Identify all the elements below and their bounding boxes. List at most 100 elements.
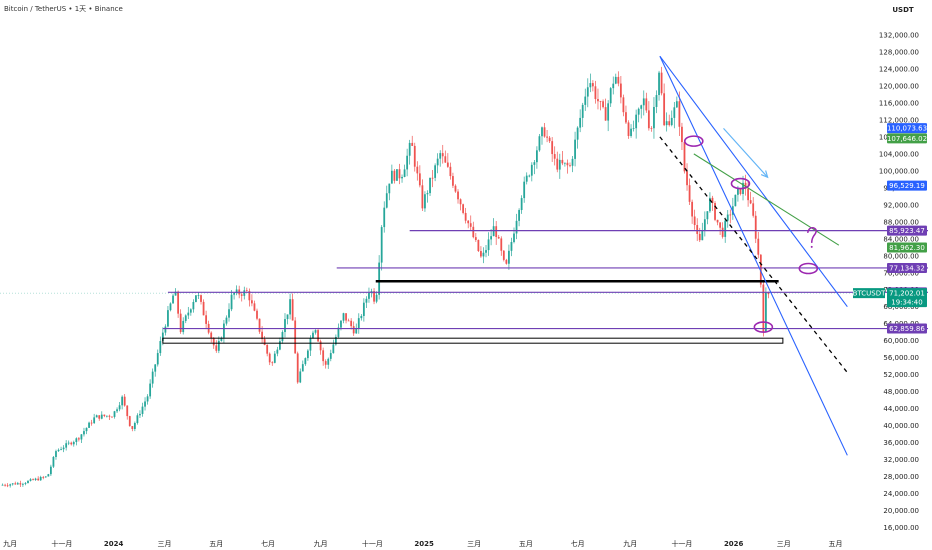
candle-body [490,236,493,240]
candle-body [146,396,149,402]
candle-body [322,350,325,362]
candle-body [734,194,737,207]
price-tags-layer: 110,073.63 107,646.02 96,529.19 85,923.47 81… [853,123,927,334]
candle-body [739,188,742,194]
candle-body [256,310,258,319]
candle-body [141,406,144,414]
candle-body [548,137,551,142]
candle-body [161,332,164,342]
price-tick-label: 56,000.00 [883,354,919,362]
candles-layer [1,66,770,488]
candle-body [319,341,322,351]
candle-body [70,442,73,445]
candle-body [474,237,477,240]
time-tick-label: 2024 [104,540,124,548]
dashed-projection-line [659,136,848,373]
candle-body [263,339,266,345]
candle-body [9,484,12,486]
candle-body [294,320,297,354]
candle-body [230,294,233,310]
candle-body [77,438,80,440]
candle-body [378,262,381,295]
annotations-layer [684,127,819,333]
candle-body [408,142,411,156]
candle-body [347,320,350,322]
price-tick-label: 20,000.00 [883,507,919,515]
time-tick-label: 三月 [467,540,481,548]
candle-body [268,353,271,363]
candle-body [663,93,666,126]
candle-body [591,83,594,87]
candle-body [563,162,566,164]
price-tick-label: 60,000.00 [883,337,919,345]
candle-body [60,449,62,451]
candle-body [413,145,416,167]
candle-body [653,106,655,129]
candle-body [200,295,202,302]
candle-body [421,185,424,209]
candle-body [368,293,370,299]
candle-body [429,177,431,194]
candle-body [584,96,587,105]
price-tick-label: 92,000.00 [883,201,919,209]
price-tag-box [887,262,927,273]
candle-body [632,128,635,130]
price-tick-label: 104,000.00 [879,150,919,158]
candle-body [240,294,243,296]
candle-body [111,416,113,418]
candle-body [464,212,467,221]
candle-body [508,250,510,264]
candle-body [156,353,159,365]
candle-body [324,361,327,365]
candle-body [597,99,599,102]
candle-body [52,456,55,467]
candle-body [569,165,571,167]
candle-body [398,169,401,179]
candle-body [406,155,409,170]
price-tick-label: 120,000.00 [879,82,919,90]
candle-body [299,371,302,383]
candle-body [34,478,37,481]
candle-body [312,332,314,339]
candle-body [576,127,579,140]
candle-body [44,476,47,478]
candle-body [703,219,706,231]
time-tick-label: 三月 [158,540,172,548]
candle-body [253,303,256,311]
candle-body [530,164,533,176]
highlight-ellipse [730,177,751,190]
time-axis[interactable]: 九月 十一月 2024 三月 五月 七月 九月 十一月 2025 三月 五月 七月 九月 十一月 2026 三… [3,539,842,548]
candle-body [380,227,383,263]
time-tick-label: 五月 [828,540,842,548]
symbol-tag-box [853,288,885,299]
currency-unit-label: USDT [892,6,914,14]
candle-body [655,95,658,107]
price-tick-label: 80,000.00 [883,252,919,260]
candle-body [37,478,40,481]
candle-body [128,416,131,427]
candle-body [304,358,307,365]
candle-body [693,216,696,226]
candle-body [177,291,180,314]
candle-body [396,169,398,181]
candle-body [571,158,574,166]
candle-body [334,336,337,345]
price-axis[interactable]: 16,000.00 20,000.00 24,000.00 28,000.00 32,0… [879,31,919,532]
candle-body [452,176,454,186]
candle-body [327,358,330,365]
price-tag-label: 110,073.63 [887,125,927,133]
candle-body [729,214,732,216]
candle-body [515,220,518,234]
candle-body [98,415,101,419]
candle-body [528,175,531,177]
candle-body [543,127,546,137]
candle-body [497,237,500,239]
question-mark-dot [810,245,813,248]
candle-body [105,415,108,417]
candle-body [284,319,286,333]
candle-body [276,349,279,354]
candle-body [495,226,498,238]
price-tag-label: 85,923.47 [889,227,925,235]
candle-body [11,483,14,485]
